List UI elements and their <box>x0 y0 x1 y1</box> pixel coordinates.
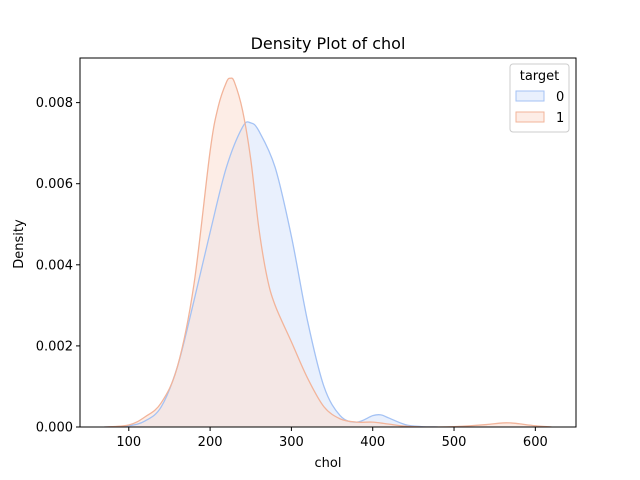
legend-title: target <box>520 69 560 84</box>
legend-label-target-1: 1 <box>556 111 564 126</box>
legend-label-target-0: 0 <box>556 90 564 105</box>
x-tick-label: 500 <box>442 435 467 450</box>
y-tick-label: 0.002 <box>36 339 73 354</box>
x-tick-label: 300 <box>279 435 304 450</box>
plot-frame <box>79 57 577 428</box>
density-fill-target-1 <box>104 78 552 427</box>
y-axis-label: Density <box>12 219 27 269</box>
x-axis-label: chol <box>315 456 342 471</box>
y-tick-label: 0.004 <box>36 258 73 273</box>
density-line-target-1 <box>104 77 552 427</box>
x-tick-label: 100 <box>116 435 141 450</box>
y-tick-label: 0.008 <box>36 96 73 111</box>
y-tick-label: 0.006 <box>36 177 73 192</box>
legend-swatch-target-1 <box>515 111 545 123</box>
x-tick-label: 400 <box>360 435 385 450</box>
x-tick-label: 200 <box>198 435 223 450</box>
x-tick-label: 600 <box>523 435 548 450</box>
chart-title: Density Plot of chol <box>251 34 406 53</box>
legend-swatch-target-0 <box>515 90 545 102</box>
y-tick-label: 0.000 <box>36 421 73 436</box>
x-axis: 100 200 300 400 500 600 <box>116 427 548 450</box>
y-axis: 0.000 0.002 0.004 0.006 0.008 <box>36 96 80 436</box>
plot-area <box>104 77 552 427</box>
legend: target 0 1 <box>509 63 570 133</box>
